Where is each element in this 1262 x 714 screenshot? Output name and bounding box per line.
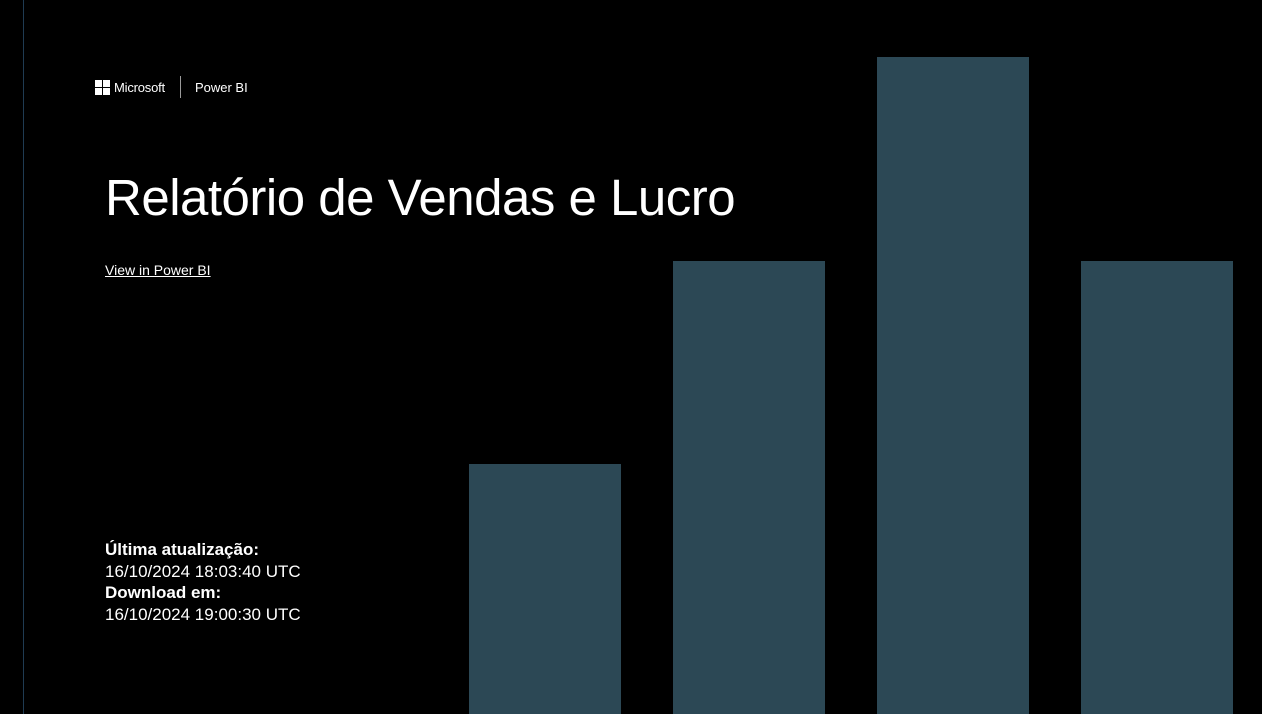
- download-label: Download em:: [105, 583, 222, 602]
- decorative-bar: [877, 57, 1029, 714]
- product-name: Power BI: [194, 79, 248, 95]
- report-title: Relatório de Vendas e Lucro: [105, 169, 736, 226]
- brand-divider: [179, 76, 181, 98]
- download-value: 16/10/2024 19:00:30 UTC: [105, 604, 301, 624]
- report-metadata: Última atualização: 16/10/2024 18:03:40 …: [105, 539, 301, 625]
- last-refresh-value: 16/10/2024 18:03:40 UTC: [105, 561, 301, 581]
- decorative-bar: [673, 261, 825, 714]
- last-refresh-label: Última atualização:: [105, 540, 259, 559]
- brand-header: Microsoft Power BI: [95, 76, 248, 98]
- decorative-bar: [1081, 261, 1233, 714]
- decorative-bar: [469, 464, 621, 714]
- microsoft-wordmark: Microsoft: [114, 79, 165, 95]
- left-edge-rule: [23, 0, 24, 714]
- microsoft-logo-icon: [95, 79, 110, 95]
- view-in-power-bi-link[interactable]: View in Power BI: [105, 262, 211, 278]
